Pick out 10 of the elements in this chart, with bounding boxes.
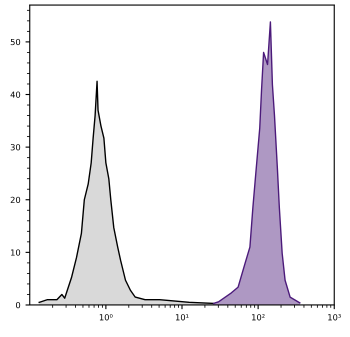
y-tick-label: 50 (10, 38, 20, 46)
x-tick-label: 10² (252, 314, 265, 320)
x-tick-label: 10¹ (176, 314, 189, 320)
x-tick-label: 10³ (328, 314, 341, 320)
y-tick-label: 30 (10, 144, 20, 150)
y-tick-label: 20 (10, 196, 20, 204)
y-tick-label: 0 (16, 302, 20, 308)
x-tick-label: 10⁰ (100, 314, 113, 320)
y-tick-label: 10 (11, 249, 20, 256)
y-tick-label: 40 (10, 91, 20, 98)
